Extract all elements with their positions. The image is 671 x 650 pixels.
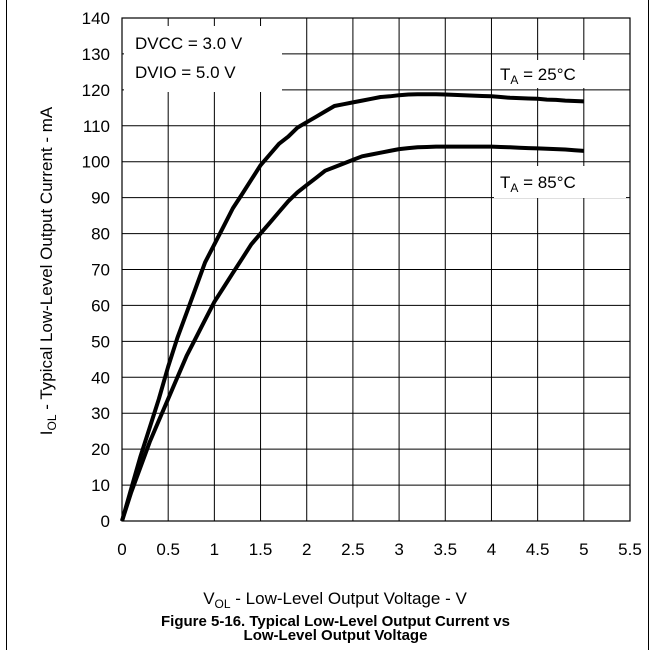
x-tick-label: 3.5 [433, 540, 457, 559]
y-tick-label: 70 [91, 261, 110, 280]
y-tick-label: 60 [91, 296, 110, 315]
x-tick-label: 5 [579, 540, 588, 559]
series-label-85: TA = 85°C [500, 173, 576, 195]
annotation-dvio: DVIO = 5.0 V [135, 63, 236, 82]
series-label-25: TA = 25°C [500, 65, 576, 87]
x-tick-label: 0.5 [156, 540, 180, 559]
series-line-85c [120, 144, 584, 522]
y-tick-label: 110 [83, 117, 110, 136]
series-label-bg-85 [494, 166, 626, 198]
annotation-dvcc: DVCC = 3.0 V [135, 34, 243, 53]
x-tick-label: 2.5 [341, 540, 365, 559]
figure-caption-line2: Low-Level Output Voltage [243, 627, 428, 644]
plot-border [121, 17, 631, 522]
x-tick-label: 4.5 [526, 540, 550, 559]
x-tick-label: 5.5 [618, 540, 642, 559]
series-label-85-sub: A [510, 181, 518, 195]
figure-caption-line1: Figure 5-16. Typical Low-Level Output Cu… [161, 613, 510, 630]
y-tick-label: 20 [91, 440, 110, 459]
x-tick-label: 2 [302, 540, 311, 559]
y-tick-labels: 0 10 20 30 40 50 60 70 80 90 100 110 120 130 140 [82, 9, 110, 531]
grid [121, 17, 631, 522]
series-label-bg-25 [496, 60, 626, 88]
y-tick-label: 40 [91, 368, 110, 387]
series-line-25c [120, 92, 584, 522]
conditions-box [124, 26, 282, 92]
chart: 0 10 20 30 40 50 60 70 80 90 100 110 120 130 140 0 0.5 1… [37, 9, 642, 611]
figure-frame [6, 0, 649, 650]
y-tick-label: 120 [82, 81, 110, 100]
y-tick-label: 90 [91, 189, 110, 208]
series-lines [120, 92, 584, 522]
y-axis-title: IOL - Typical Low-Level Output Current -… [37, 106, 59, 435]
x-axis-title: VOL - Low-Level Output Voltage - V [203, 589, 467, 611]
y-tick-label: 30 [91, 404, 110, 423]
x-tick-label: 1 [210, 540, 219, 559]
series-label-25-sub: A [510, 73, 518, 87]
x-tick-label: 3 [394, 540, 403, 559]
x-tick-label: 1.5 [249, 540, 273, 559]
x-tick-labels: 0 0.5 1 1.5 2 2.5 3 3.5 4 4.5 5 5.5 [117, 540, 642, 559]
y-tick-label: 0 [101, 512, 110, 531]
y-tick-label: 100 [82, 153, 110, 172]
y-tick-label: 130 [82, 45, 110, 64]
x-tick-label: 4 [487, 540, 496, 559]
y-tick-label: 80 [91, 225, 110, 244]
y-tick-label: 140 [82, 9, 110, 28]
y-tick-label: 50 [91, 332, 110, 351]
x-tick-label: 0 [117, 540, 126, 559]
y-tick-label: 10 [91, 476, 110, 495]
